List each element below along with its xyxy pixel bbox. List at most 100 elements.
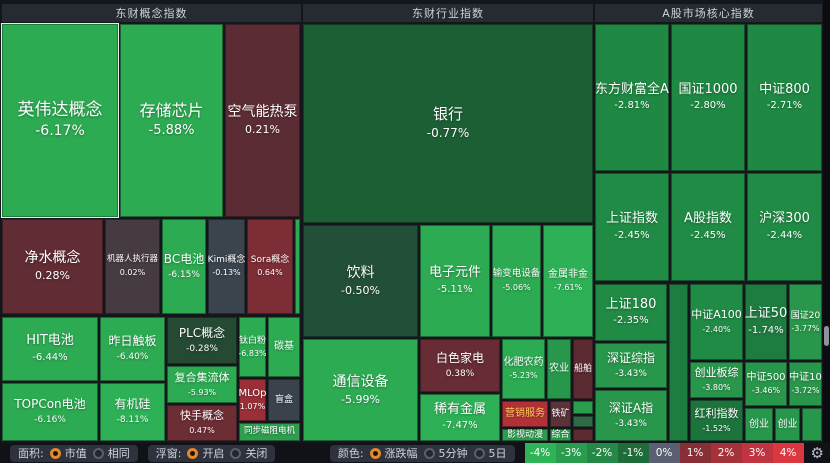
treemap-tile-MLOp[interactable]: MLOp 1.07% bbox=[239, 379, 266, 421]
treemap-tile-PLC概念[interactable]: PLC概念 -0.28% bbox=[167, 317, 237, 364]
treemap-tile-上证180[interactable]: 上证180 -2.35% bbox=[595, 284, 667, 341]
treemap-tile-饮料[interactable]: 饮料 -0.50% bbox=[303, 225, 418, 337]
scale-segment--1%: -1% bbox=[617, 443, 649, 463]
treemap-tile-电子元件[interactable]: 电子元件 -5.11% bbox=[420, 225, 490, 337]
treemap-tile-TOPCon电池[interactable]: TOPCon电池 -6.16% bbox=[2, 383, 98, 441]
treemap-tile-A股指数[interactable]: A股指数 -2.45% bbox=[671, 173, 745, 281]
treemap-tile-空气能热泵[interactable]: 空气能热泵 0.21% bbox=[225, 24, 300, 217]
color-option-5日[interactable]: 5日 bbox=[473, 445, 507, 461]
treemap-tile-机器人执行器[interactable]: 机器人执行器 0.02% bbox=[105, 219, 160, 314]
tile-percent: -2.35% bbox=[613, 315, 649, 327]
treemap-tile-净水概念[interactable]: 净水概念 0.28% bbox=[2, 219, 103, 314]
area-option-相同[interactable]: 相同 bbox=[92, 445, 130, 461]
treemap-tile[interactable] bbox=[295, 219, 300, 314]
treemap-tile-同步磁阻电机[interactable]: 同步磁阻电机 bbox=[239, 423, 300, 441]
treemap-tile-碳基[interactable]: 碳基 bbox=[268, 317, 300, 377]
treemap-tile-红利指数[interactable]: 红利指数 -1.52% bbox=[690, 400, 743, 441]
treemap-tile-创业板综[interactable]: 创业板综 -3.80% bbox=[690, 362, 743, 398]
radio-unselected-icon[interactable] bbox=[423, 447, 435, 459]
area-group-label: 面积: bbox=[18, 447, 44, 460]
tile-percent: -5.11% bbox=[437, 283, 473, 295]
treemap-tile-营销服务[interactable]: 营销服务 bbox=[502, 401, 548, 427]
radio-unselected-icon[interactable] bbox=[473, 447, 485, 459]
treemap-tile-中证500[interactable]: 中证500 -3.46% bbox=[745, 362, 787, 406]
treemap-tile-国证20[interactable]: 国证20 -3.77% bbox=[789, 284, 822, 360]
radio-selected-icon[interactable] bbox=[369, 447, 381, 459]
treemap-tile-中证800[interactable]: 中证800 -2.71% bbox=[747, 24, 822, 171]
scrollbar-track[interactable] bbox=[823, 0, 830, 443]
treemap-tile-有机硅[interactable]: 有机硅 -8.11% bbox=[100, 383, 165, 441]
treemap-tile-深证A指[interactable]: 深证A指 -3.43% bbox=[595, 390, 667, 441]
treemap-tile-存储芯片[interactable]: 存储芯片 -5.88% bbox=[120, 24, 223, 217]
treemap-tile[interactable] bbox=[802, 408, 822, 441]
float-option-关闭[interactable]: 关闭 bbox=[230, 445, 267, 461]
bottom-toolbar: 面积: 市值 相同 浮窗: 开启 关闭 颜色: 涨跌幅 5分钟 5日 -4% -3% -2% -1% 0… bbox=[0, 443, 830, 463]
tile-name: 沪深300 bbox=[759, 211, 810, 227]
treemap-tile-上证指数[interactable]: 上证指数 -2.45% bbox=[595, 173, 669, 281]
tile-name: 昨日触板 bbox=[108, 334, 157, 349]
option-label: 相同 bbox=[107, 447, 130, 460]
treemap-tile-复合集流体[interactable]: 复合集流体 -5.93% bbox=[167, 366, 237, 403]
treemap-tile-中证10[interactable]: 中证10 -3.72% bbox=[789, 362, 822, 406]
radio-unselected-icon[interactable] bbox=[230, 447, 242, 459]
tile-name: 钛白粉 bbox=[239, 335, 266, 346]
treemap-tile[interactable] bbox=[573, 416, 593, 427]
tile-name: 综合 bbox=[551, 429, 570, 440]
scrollbar-handle[interactable] bbox=[824, 326, 829, 346]
tile-percent: 0.28% bbox=[35, 269, 70, 283]
treemap-tile-国证1000[interactable]: 国证1000 -2.80% bbox=[671, 24, 745, 171]
color-option-5分钟[interactable]: 5分钟 bbox=[423, 445, 468, 461]
treemap-tile-中证A100[interactable]: 中证A100 -2.40% bbox=[690, 284, 743, 360]
treemap-tile[interactable] bbox=[573, 401, 593, 414]
treemap-tile-稀有金属[interactable]: 稀有金属 -7.47% bbox=[420, 394, 500, 441]
scale-segment-1%: 1% bbox=[679, 443, 711, 463]
treemap-tile-银行[interactable]: 银行 -0.77% bbox=[303, 24, 593, 223]
tile-name: 稀有金属 bbox=[433, 401, 486, 417]
treemap-tile-盲盒[interactable]: 盲盒 bbox=[268, 379, 300, 421]
treemap-tile-农业[interactable]: 农业 bbox=[547, 339, 571, 399]
treemap-tile[interactable] bbox=[669, 284, 688, 441]
color-option-涨跌幅[interactable]: 涨跌幅 bbox=[369, 445, 418, 461]
treemap-tile-化肥农药[interactable]: 化肥农药 -5.23% bbox=[502, 339, 545, 399]
float-setting-group: 浮窗: 开启 关闭 bbox=[147, 444, 276, 462]
treemap-tile-深证综指[interactable]: 深证综指 -3.43% bbox=[595, 343, 667, 388]
tile-name: 化肥农药 bbox=[503, 356, 544, 368]
radio-unselected-icon[interactable] bbox=[92, 447, 104, 459]
treemap-tile-上证50[interactable]: 上证50 -1.74% bbox=[745, 284, 787, 360]
radio-selected-icon[interactable] bbox=[187, 447, 199, 459]
tile-name: 净水概念 bbox=[24, 250, 81, 267]
treemap-tile-创业[interactable]: 创业 bbox=[745, 408, 773, 441]
tile-name: 创业 bbox=[749, 418, 769, 430]
treemap-tile-Sora概念[interactable]: Sora概念 0.64% bbox=[247, 219, 293, 314]
radio-selected-icon[interactable] bbox=[49, 447, 61, 459]
treemap-tile-创业[interactable]: 创业 bbox=[775, 408, 800, 441]
treemap-tile-快手概念[interactable]: 快手概念 0.47% bbox=[167, 405, 237, 441]
settings-gear-icon[interactable]: ⚙ bbox=[810, 443, 824, 462]
treemap-tile-影视动漫[interactable]: 影视动漫 bbox=[502, 429, 548, 441]
option-label: 5分钟 bbox=[438, 447, 468, 460]
tile-percent: -6.44% bbox=[32, 351, 68, 363]
treemap-tile-英伟达概念[interactable]: 英伟达概念 -6.17% bbox=[2, 24, 118, 217]
option-label: 涨跌幅 bbox=[384, 447, 418, 460]
treemap-tile-沪深300[interactable]: 沪深300 -2.44% bbox=[747, 173, 822, 281]
float-option-开启[interactable]: 开启 bbox=[187, 445, 224, 461]
treemap-tile-东方财富全A[interactable]: 东方财富全A -2.81% bbox=[595, 24, 669, 171]
treemap-tile-BC电池[interactable]: BC电池 -6.15% bbox=[162, 219, 206, 314]
treemap-tile-HIT电池[interactable]: HIT电池 -6.44% bbox=[2, 317, 98, 381]
treemap-tile[interactable] bbox=[573, 429, 593, 441]
treemap-tile-船舶[interactable]: 船舶 bbox=[573, 339, 593, 399]
tile-percent: -5.06% bbox=[502, 283, 531, 293]
treemap-tile-输变电设备[interactable]: 输变电设备 -5.06% bbox=[492, 225, 541, 337]
treemap-tile-金属非金[interactable]: 金属非金 -7.61% bbox=[543, 225, 593, 337]
treemap-tile-钛白粉[interactable]: 钛白粉 -6.83% bbox=[239, 317, 266, 377]
panel-header: 东财行业指数 bbox=[303, 4, 593, 22]
treemap-tile-昨日触板[interactable]: 昨日触板 -6.40% bbox=[100, 317, 165, 381]
treemap-tile-铁矿[interactable]: 铁矿 bbox=[550, 401, 571, 427]
treemap-tile-通信设备[interactable]: 通信设备 -5.99% bbox=[303, 339, 418, 441]
treemap-tile-Kimi概念[interactable]: Kimi概念 -0.13% bbox=[208, 219, 245, 314]
treemap-tile-综合[interactable]: 综合 bbox=[550, 429, 571, 441]
treemap-tile-白色家电[interactable]: 白色家电 0.38% bbox=[420, 339, 500, 392]
area-option-市值[interactable]: 市值 bbox=[49, 445, 87, 461]
tile-name: 快手概念 bbox=[180, 409, 224, 423]
